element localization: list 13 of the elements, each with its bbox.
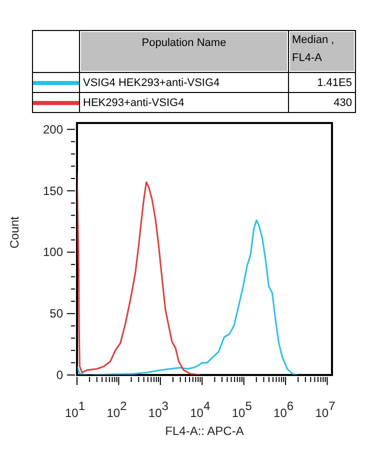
legend-label: VSIG4 HEK293+anti-VSIG4 [80,72,288,92]
x-axis-title: FL4-A:: APC-A [165,424,244,438]
text: 1.41E5 [288,72,356,92]
legend-label: HEK293+anti-VSIG4 [80,92,288,112]
y-tick-label: 50 [50,306,64,321]
y-axis-title: Count [7,216,22,248]
y-tick-label: 100 [42,245,64,260]
y-tick-label: 200 [42,122,64,136]
text: Median , FL4-A [288,30,356,72]
text: 430 [288,92,356,112]
legend-title: Population Name [80,30,288,72]
y-tick-label: 150 [42,184,64,198]
y-tick-label: 0 [56,368,64,382]
